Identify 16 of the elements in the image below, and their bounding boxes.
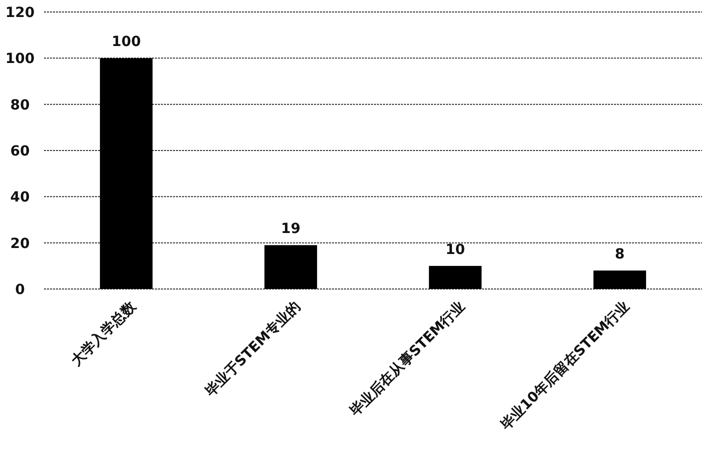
y-tick-label: 80 [10, 97, 30, 114]
bar [264, 245, 318, 289]
bar [100, 58, 153, 289]
y-tick-label: 60 [10, 144, 30, 160]
data-label: 19 [281, 221, 300, 238]
y-tick-label: 100 [5, 51, 35, 68]
data-label: 10 [446, 242, 466, 258]
data-label: 100 [112, 34, 142, 50]
x-tick-label: 大学入学总数 [68, 298, 140, 370]
y-tick-label: 120 [5, 5, 35, 21]
y-tick-label: 20 [10, 236, 30, 252]
bar [593, 270, 646, 289]
y-tick-label: 0 [15, 282, 26, 298]
bar [428, 266, 482, 289]
data-label: 8 [614, 246, 625, 263]
y-tick-label: 40 [10, 190, 30, 206]
